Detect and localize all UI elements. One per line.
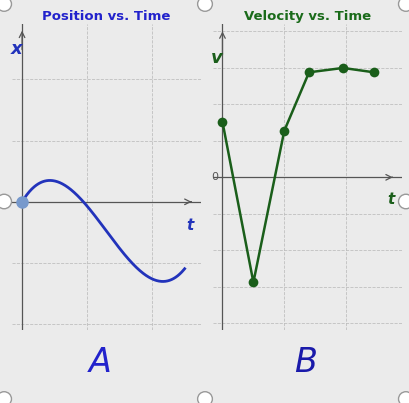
Text: 0: 0 [210,172,217,182]
Title: Velocity vs. Time: Velocity vs. Time [243,10,370,23]
Text: t: t [387,192,393,207]
Text: t: t [185,218,193,233]
Title: Position vs. Time: Position vs. Time [42,10,171,23]
Text: A: A [89,346,112,379]
Text: x: x [10,39,22,58]
Text: v: v [210,49,222,67]
Text: B: B [293,346,316,379]
